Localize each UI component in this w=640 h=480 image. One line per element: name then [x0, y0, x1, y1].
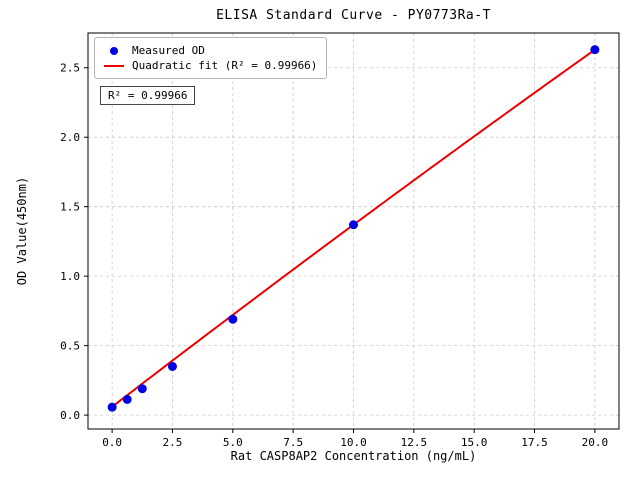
x-tick-label: 20.0 [582, 436, 609, 449]
y-tick-label: 2.5 [60, 62, 80, 75]
x-axis-label: Rat CASP8AP2 Concentration (ng/mL) [230, 449, 477, 463]
data-point [137, 384, 147, 394]
y-tick-label: 1.5 [60, 201, 80, 214]
legend: Measured OD Quadratic fit (R² = 0.99966) [94, 37, 328, 79]
x-tick-label: 2.5 [163, 436, 183, 449]
plot-border [87, 32, 620, 430]
data-point [228, 314, 238, 324]
x-tick-label: 0.0 [102, 436, 122, 449]
data-point [349, 220, 358, 230]
legend-label-measured-od: Measured OD [132, 44, 205, 57]
chart-title: ELISA Standard Curve - PY0773Ra-T [216, 8, 491, 23]
legend-label-quadratic-fit: Quadratic fit (R² = 0.99966) [132, 59, 318, 72]
legend-marker-area [102, 46, 126, 55]
x-tick-label: 5.0 [223, 436, 243, 449]
y-tick-label: 2.0 [60, 131, 80, 144]
y-tick-label: 0.5 [60, 340, 80, 353]
x-tick-label: 15.0 [461, 436, 488, 449]
data-point [590, 45, 600, 55]
measured-od-marker-icon [110, 46, 118, 55]
legend-entry-quadratic-fit: Quadratic fit (R² = 0.99966) [102, 58, 317, 73]
x-tick-label: 10.0 [340, 436, 367, 449]
legend-entry-measured-od: Measured OD [102, 43, 317, 58]
r-squared-annotation: R² = 0.99966 [100, 86, 196, 105]
x-tick-label: 17.5 [521, 436, 548, 449]
legend-marker-area [102, 64, 126, 67]
y-tick-label: 1.0 [60, 270, 80, 283]
data-point [167, 361, 177, 371]
data-point [122, 394, 132, 404]
data-point [107, 402, 117, 412]
y-axis-label: OD Value(450nm) [15, 176, 29, 286]
x-tick-label: 7.5 [283, 436, 303, 449]
quadratic-fit-line-icon [104, 64, 124, 67]
y-tick-label: 0.0 [60, 409, 80, 422]
x-tick-label: 12.5 [401, 436, 428, 449]
